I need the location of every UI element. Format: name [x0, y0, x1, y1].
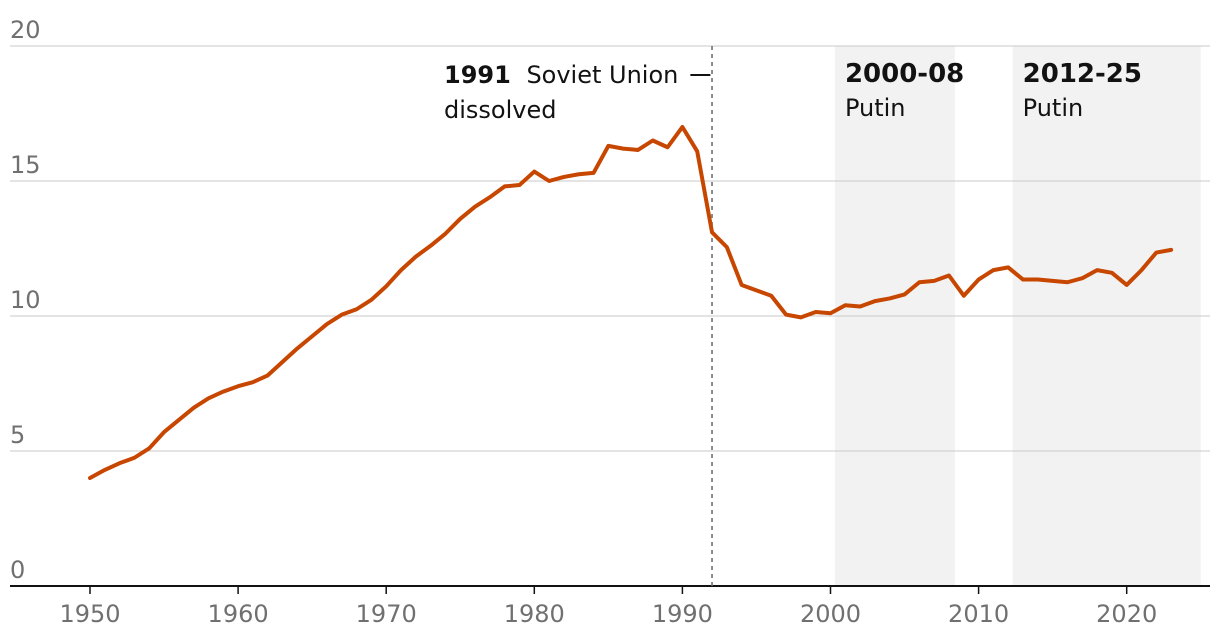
dissolution-annotation-line1: 1991 Soviet Union	[444, 61, 678, 89]
putin-band-subtitle-1: Putin	[845, 94, 906, 122]
putin-band-title-2: 2012-25	[1023, 59, 1142, 89]
putin-band-subtitle-2: Putin	[1023, 94, 1084, 122]
y-tick-label-10: 10	[10, 286, 41, 314]
y-tick-label-15: 15	[10, 151, 41, 179]
y-tick-label-5: 5	[10, 421, 25, 449]
y-axis-tick-labels: 0 5 10 15 20	[10, 16, 41, 584]
x-axis: 1950 1960 1970 1980 1990 2000 2010 2020	[10, 585, 1210, 628]
putin-band-title-1: 2000-08	[845, 59, 964, 89]
x-tick-label-2020: 2020	[1096, 600, 1157, 628]
putin-era-bands: 2000-08 Putin 2012-25 Putin	[834, 46, 1201, 586]
y-tick-label-20: 20	[10, 16, 41, 44]
gridlines	[10, 45, 1210, 452]
x-tick-label-2000: 2000	[800, 600, 861, 628]
x-tick-label-1980: 1980	[504, 600, 565, 628]
y-tick-label-0: 0	[10, 556, 25, 584]
series-line-1	[88, 125, 1174, 480]
x-tick-label-1960: 1960	[208, 600, 269, 628]
x-tick-label-2010: 2010	[948, 600, 1009, 628]
series-lines	[88, 125, 1174, 480]
dissolution-text-label: Soviet Union	[526, 61, 678, 89]
x-tick-label-1970: 1970	[356, 600, 417, 628]
dissolution-year-label: 1991	[444, 61, 511, 89]
x-tick-label-1950: 1950	[59, 600, 120, 628]
annotations: 1991 Soviet Union dissolved	[444, 61, 711, 124]
dissolution-annotation-line2: dissolved	[444, 96, 556, 124]
x-tick-label-1990: 1990	[652, 600, 713, 628]
